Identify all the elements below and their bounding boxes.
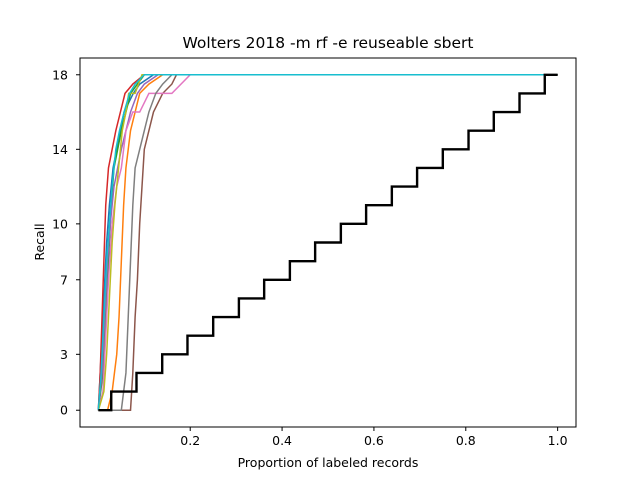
series-line-4	[97, 74, 558, 411]
series-line-10	[97, 74, 558, 411]
series-line-7	[97, 74, 558, 411]
y-tick-label: 10	[52, 216, 68, 231]
x-tick-label: 0.6	[364, 433, 384, 448]
x-tick-label: 1.0	[548, 433, 568, 448]
x-tick-label: 0.8	[456, 433, 476, 448]
series-line-3	[97, 74, 558, 411]
y-tick-label: 18	[52, 67, 68, 82]
series-line-8	[98, 74, 558, 411]
x-axis-label: Proportion of labeled records	[238, 455, 419, 470]
x-axis: 0.2 0.4 0.6 0.8 1.0	[180, 427, 568, 448]
series-line-2	[98, 74, 558, 411]
y-tick-label: 3	[60, 347, 68, 362]
plot-frame	[79, 57, 577, 428]
y-axis-label: Recall	[32, 223, 47, 260]
y-tick-label: 0	[60, 403, 68, 418]
plot-area	[97, 73, 558, 412]
y-axis: 0 3 7 10 14 18	[52, 67, 80, 418]
y-tick-label: 7	[60, 272, 68, 287]
chart-title: Wolters 2018 -m rf -e reuseable sbert	[182, 34, 473, 52]
x-tick-label: 0.4	[272, 433, 292, 448]
series-line-11	[98, 73, 558, 412]
series-line-9	[97, 74, 558, 411]
x-tick-label: 0.2	[180, 433, 200, 448]
y-tick-label: 14	[52, 142, 68, 157]
series-line-6	[98, 74, 558, 411]
